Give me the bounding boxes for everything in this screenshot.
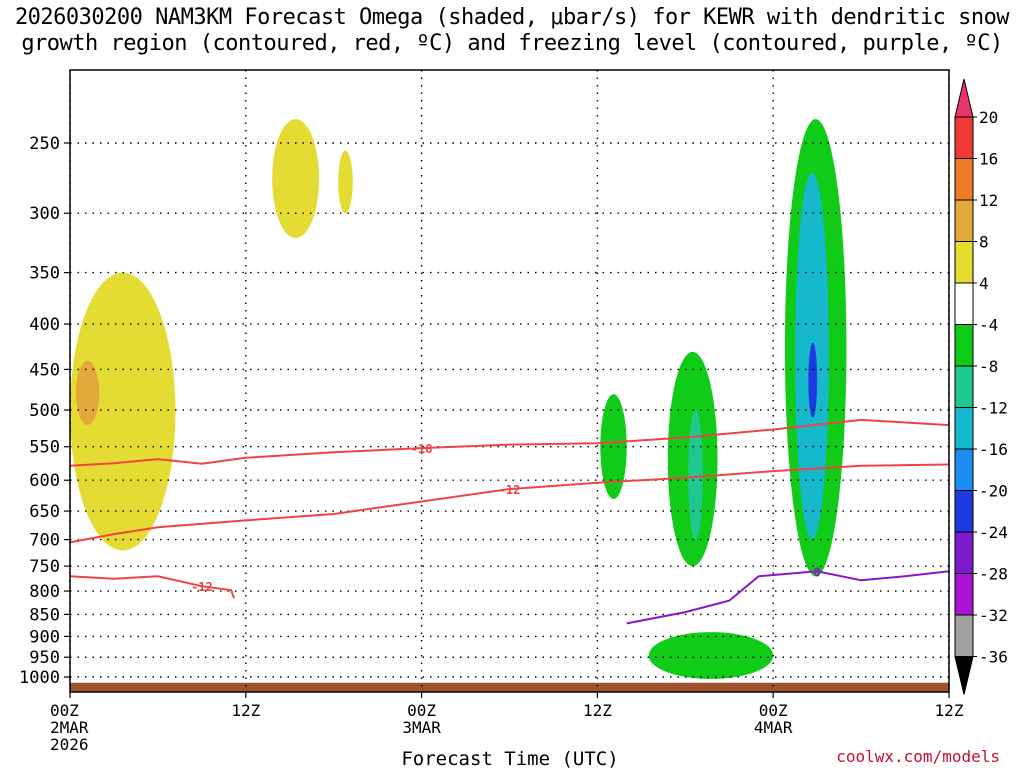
colorbar-label-5: -4 [979, 316, 998, 335]
omega-region-6 [688, 410, 703, 540]
contour-label-0: -18 [411, 442, 433, 456]
y-tick-label-550: 550 [29, 438, 60, 458]
colorbar-box-3 [954, 199, 974, 242]
colorbar-box-4 [954, 241, 974, 284]
colorbar-label-12: -32 [979, 606, 1008, 625]
colorbar-bottom-arrow [954, 656, 974, 695]
y-tick-label-300: 300 [29, 204, 60, 224]
x-tick-label-0-2: 2026 [50, 735, 89, 754]
y-tick-label-800: 800 [29, 582, 60, 602]
website-credit: coolwx.com/models [836, 747, 1000, 766]
contour-label-1: -12 [499, 483, 521, 497]
colorbar-box-11 [954, 531, 974, 574]
contour-line-1 [69, 463, 950, 544]
colorbar-box-2 [954, 158, 974, 201]
colorbar-box-5 [954, 282, 974, 325]
x-tick-label-60-0: 12Z [935, 701, 964, 720]
y-tick-label-700: 700 [29, 531, 60, 551]
contour-line-0 [69, 418, 950, 467]
y-tick-label-500: 500 [29, 401, 60, 421]
colorbar-label-8: -16 [979, 440, 1008, 459]
colorbar-label-7: -12 [979, 399, 1008, 418]
x-tick-label-36-0: 12Z [583, 701, 612, 720]
colorbar-box-6 [954, 324, 974, 367]
y-tick-label-1000: 1000 [19, 668, 60, 688]
colorbar-box-13 [954, 614, 974, 657]
x-tick-label-0-1: 2MAR [50, 718, 89, 737]
omega-region-2 [272, 119, 320, 239]
y-tick-label-850: 850 [29, 605, 60, 625]
x-tick-label-24-0: 00Z [407, 701, 436, 720]
colorbar-box-1 [954, 116, 974, 159]
x-tick-label-48-0: 00Z [759, 701, 788, 720]
omega-region-10 [648, 632, 774, 679]
y-tick-label-750: 750 [29, 557, 60, 577]
colorbar-box-9 [954, 448, 974, 491]
ground-band [70, 682, 949, 692]
colorbar-box-8 [954, 407, 974, 450]
x-tick-label-0-0: 00Z [50, 701, 79, 720]
colorbar-box-12 [954, 573, 974, 616]
y-tick-label-600: 600 [29, 471, 60, 491]
omega-region-1 [75, 360, 100, 426]
colorbar-label-1: 16 [979, 150, 998, 169]
colorbar-top-arrow [954, 78, 974, 118]
y-tick-label-350: 350 [29, 264, 60, 284]
omega-region-9 [808, 342, 818, 418]
x-tick-label-48-1: 4MAR [754, 718, 793, 737]
y-tick-label-250: 250 [29, 134, 60, 154]
colorbar: 20 16 12 8 4 -4 -8 -12 -16 -20 -24 -28 -32 -36 [954, 78, 1008, 695]
colorbar-label-0: 20 [979, 108, 998, 127]
x-tick-label-12-0: 12Z [231, 701, 260, 720]
axes: 2503003504004505005506006507007508008509… [19, 134, 964, 754]
colorbar-label-10: -24 [979, 523, 1008, 542]
colorbar-label-4: 4 [979, 274, 989, 293]
contour-line-3 [626, 570, 950, 625]
omega-region-3 [338, 150, 353, 214]
y-tick-label-900: 900 [29, 627, 60, 647]
contour-label-3: 0 [814, 565, 821, 579]
colorbar-label-11: -28 [979, 565, 1008, 584]
chart-title-line2: growth region (contoured, red, ºC) and f… [21, 31, 1003, 56]
contour-label-2: -12 [191, 580, 213, 594]
colorbar-label-3: 8 [979, 233, 989, 252]
colorbar-box-10 [954, 490, 974, 533]
contour-lines: -18 -12 -12 0 [69, 418, 950, 625]
plot-frame [69, 69, 950, 693]
y-tick-label-450: 450 [29, 360, 60, 380]
y-tick-label-650: 650 [29, 502, 60, 522]
contour-line-2 [69, 575, 236, 599]
omega-region-4 [600, 394, 627, 500]
colorbar-box-7 [954, 365, 974, 408]
x-tick-label-24-1: 3MAR [402, 718, 441, 737]
colorbar-label-2: 12 [979, 191, 998, 210]
y-tick-label-400: 400 [29, 315, 60, 335]
colorbar-label-6: -8 [979, 357, 998, 376]
x-axis-label: Forecast Time (UTC) [401, 748, 618, 768]
colorbar-label-9: -20 [979, 482, 1008, 501]
chart-title-line1: 2026030200 NAM3KM Forecast Omega (shaded… [14, 5, 1010, 30]
colorbar-label-13: -36 [979, 648, 1008, 667]
omega-region-0 [70, 272, 176, 551]
omega-shading [70, 119, 949, 692]
y-tick-label-950: 950 [29, 648, 60, 668]
plot-border [69, 69, 950, 693]
